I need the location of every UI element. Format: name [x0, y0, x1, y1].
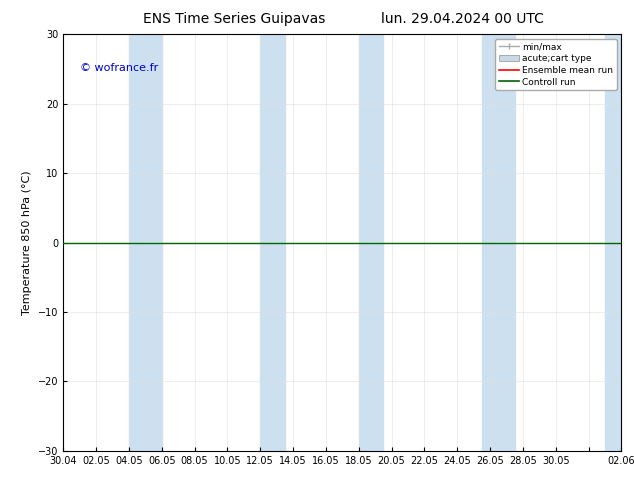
Legend: min/max, acute;cart type, Ensemble mean run, Controll run: min/max, acute;cart type, Ensemble mean …: [495, 39, 617, 90]
Y-axis label: Temperature 850 hPa (°C): Temperature 850 hPa (°C): [22, 170, 32, 315]
Text: lun. 29.04.2024 00 UTC: lun. 29.04.2024 00 UTC: [382, 12, 544, 26]
Bar: [482, 34, 515, 451]
Bar: [359, 34, 384, 451]
Text: ENS Time Series Guipavas: ENS Time Series Guipavas: [143, 12, 326, 26]
Bar: [605, 34, 634, 451]
Text: © wofrance.fr: © wofrance.fr: [80, 63, 158, 74]
Bar: [261, 34, 285, 451]
Bar: [129, 34, 162, 451]
